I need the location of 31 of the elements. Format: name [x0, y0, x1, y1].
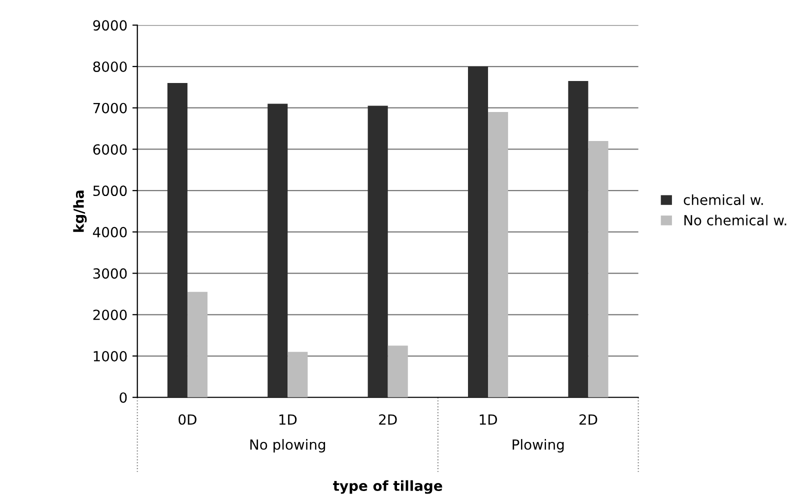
y-tick-label: 4000: [92, 226, 127, 238]
bar: [588, 140, 608, 398]
x-tick-label: 1D: [480, 414, 497, 425]
y-tick-label: 1000: [94, 350, 127, 362]
legend-label: No chemical w.: [684, 214, 786, 226]
legend-label: chemical w.: [684, 194, 763, 206]
y-tick-label: 9000: [93, 20, 127, 31]
bar: [187, 292, 208, 398]
x-tick-label: 0D: [178, 414, 196, 425]
x-tick-label: 1D: [279, 414, 297, 425]
bar: [568, 80, 588, 398]
y-tick-label: 7000: [93, 102, 127, 114]
y-tick-label: 0: [120, 392, 127, 403]
text: Plowing: [512, 439, 564, 452]
bar: [388, 346, 408, 398]
y-tick-label: 5000: [93, 186, 127, 196]
y-tick-label: 2000: [93, 310, 127, 320]
x-tick-label: 2D: [579, 414, 598, 425]
bar: [488, 112, 508, 398]
y-tick-label: 8000: [93, 61, 127, 72]
x-axis-title: type of tillage: [333, 480, 442, 494]
text: No plowing: [250, 439, 326, 452]
bar: [288, 352, 308, 398]
x-tick-label: 2D: [379, 414, 397, 425]
bar: [167, 83, 188, 398]
bar: [268, 104, 288, 398]
y-tick-label: 3000: [93, 268, 127, 279]
y-axis-title: kg/ha: [73, 190, 87, 232]
y-tick-label: 6000: [93, 144, 127, 155]
bar: [368, 106, 388, 398]
bar: [468, 66, 488, 398]
